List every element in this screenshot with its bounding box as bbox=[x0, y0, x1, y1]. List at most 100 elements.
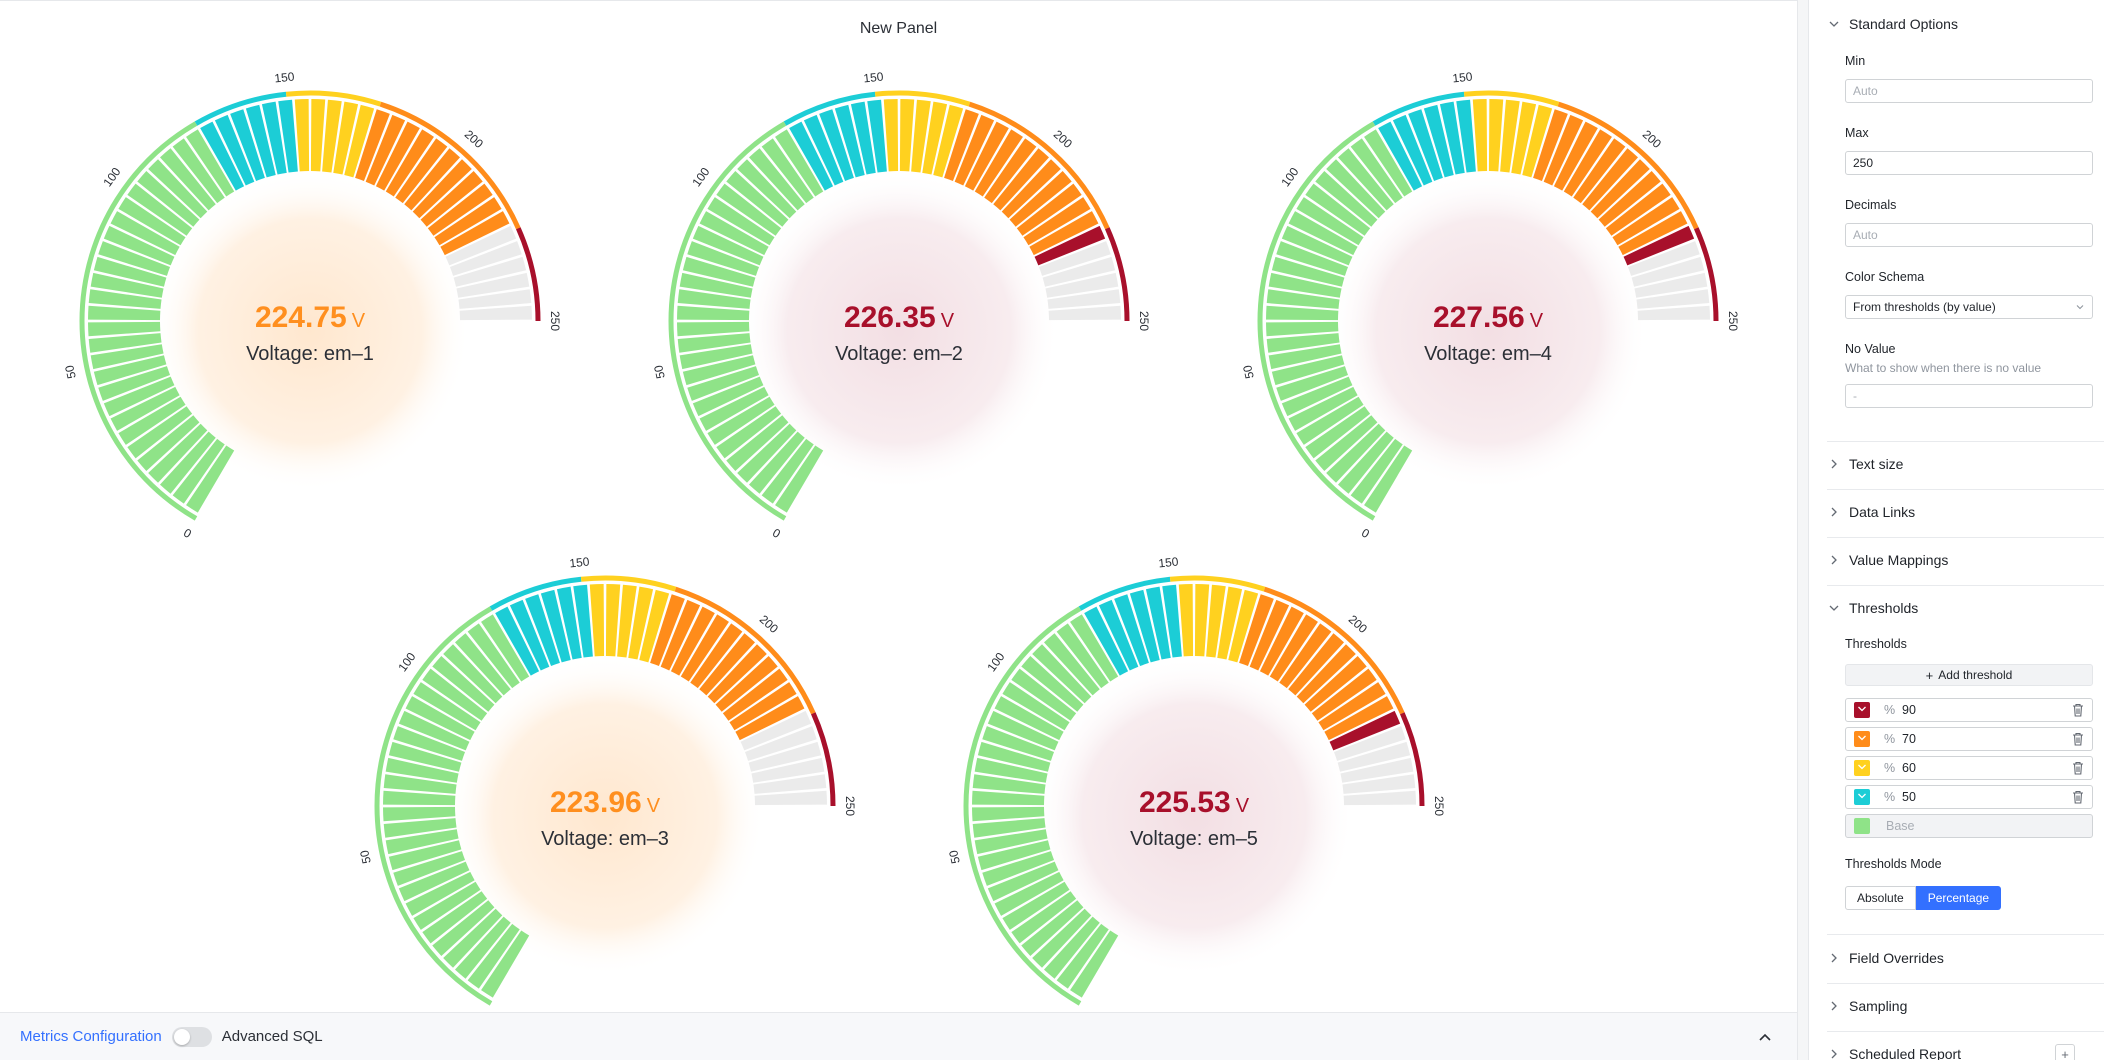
gauge-bar bbox=[525, 594, 560, 667]
gauge-tick-label: 50 bbox=[62, 364, 79, 380]
gauge-bar bbox=[911, 99, 931, 173]
gauge-label: Voltage: em–3 bbox=[541, 828, 669, 850]
chevron-down-icon bbox=[1858, 735, 1866, 741]
gauge-threshold-band bbox=[285, 90, 382, 107]
gauge-bar bbox=[1162, 584, 1182, 658]
section-sampling[interactable]: Sampling bbox=[1827, 998, 1907, 1014]
mode-absolute-button[interactable]: Absolute bbox=[1845, 886, 1916, 910]
trash-icon[interactable] bbox=[2070, 760, 2086, 776]
gauge-bar bbox=[1269, 614, 1318, 682]
gauge-bar bbox=[422, 891, 488, 944]
chevron-down-icon bbox=[1858, 706, 1866, 712]
gauge-glow bbox=[1328, 171, 1648, 491]
gauge-bar bbox=[443, 644, 503, 704]
gauge-bar bbox=[1016, 183, 1082, 236]
gauge-tick-label: 50 bbox=[1240, 364, 1257, 380]
gauge-bar bbox=[1456, 99, 1476, 173]
gauge-bar bbox=[754, 790, 827, 806]
threshold-color-swatch[interactable] bbox=[1854, 731, 1870, 747]
bottom-bar: Metrics Configuration Advanced SQL bbox=[0, 1012, 1797, 1060]
gauge-bar bbox=[1056, 923, 1109, 989]
threshold-color-swatch[interactable] bbox=[1854, 702, 1870, 718]
add-scheduled-report-button[interactable]: + bbox=[2055, 1044, 2075, 1060]
section-thresholds[interactable]: Thresholds bbox=[1827, 600, 1918, 616]
trash-icon[interactable] bbox=[2070, 789, 2086, 805]
gauge-bar bbox=[692, 376, 764, 417]
gauge-bar bbox=[1032, 908, 1092, 968]
gauge-bar bbox=[1333, 726, 1406, 761]
gauge-bar bbox=[1217, 586, 1243, 660]
threshold-value-input[interactable]: 60 bbox=[1902, 761, 1916, 775]
gauge-bar bbox=[1364, 445, 1413, 513]
gauge-threshold-band bbox=[968, 101, 1110, 230]
min-input[interactable] bbox=[1845, 79, 2093, 103]
gauge-bar bbox=[677, 333, 751, 353]
advanced-sql-toggle[interactable] bbox=[171, 1026, 212, 1047]
gauge-bar bbox=[974, 129, 1023, 197]
gauge-bar bbox=[1279, 623, 1332, 689]
gauge-bar bbox=[677, 321, 750, 337]
gauge-bar bbox=[987, 861, 1059, 902]
gauge-bar bbox=[722, 668, 788, 721]
gauge-bar bbox=[692, 225, 764, 266]
gauge-threshold-band bbox=[79, 121, 198, 521]
gauge-bar bbox=[1002, 682, 1070, 731]
gauge-bar bbox=[573, 584, 593, 658]
gauge-bar bbox=[1281, 376, 1353, 417]
panel-resize-divider[interactable] bbox=[1797, 0, 1809, 1060]
gauge-bar bbox=[775, 129, 824, 197]
section-field-overrides[interactable]: Field Overrides bbox=[1827, 950, 1944, 966]
section-scheduled-report[interactable]: Scheduled Report bbox=[1827, 1046, 1961, 1060]
gauge-tick-label: 100 bbox=[984, 650, 1007, 675]
section-value-mappings[interactable]: Value Mappings bbox=[1827, 552, 1948, 568]
max-input[interactable] bbox=[1845, 151, 2093, 175]
threshold-value-input[interactable]: 70 bbox=[1902, 732, 1916, 746]
gauge-tick-label: 200 bbox=[1640, 127, 1664, 151]
gauge-tick-label: 150 bbox=[569, 554, 591, 570]
gauge-bar bbox=[103, 376, 175, 417]
gauge-grid: 0 50 100 150 200 250 224.75 V Voltage: em–1 0 50 10… bbox=[0, 1, 1797, 1013]
trash-icon[interactable] bbox=[2070, 702, 2086, 718]
thresholds-mode-toggle: Absolute Percentage bbox=[1845, 886, 2002, 910]
gauge-bar bbox=[404, 148, 461, 211]
gauge-bar bbox=[413, 881, 481, 930]
gauge-bar bbox=[98, 241, 171, 276]
threshold-color-swatch[interactable] bbox=[1854, 789, 1870, 805]
gauge-bar bbox=[413, 682, 481, 731]
gauge-glow bbox=[150, 171, 470, 491]
gauge-bar bbox=[1590, 159, 1650, 219]
chevron-up-icon[interactable] bbox=[1755, 1027, 1775, 1047]
section-data-links[interactable]: Data Links bbox=[1827, 504, 1915, 520]
gauge-bar bbox=[1011, 668, 1077, 721]
decimals-input[interactable] bbox=[1845, 223, 2093, 247]
gauge-label: Voltage: em–4 bbox=[1424, 343, 1552, 365]
mode-percentage-button[interactable]: Percentage bbox=[1915, 886, 2002, 910]
gauge-bar bbox=[867, 99, 887, 173]
section-text-size[interactable]: Text size bbox=[1827, 456, 1903, 472]
add-threshold-button[interactable]: + Add threshold bbox=[1845, 664, 2093, 686]
gauge-bar bbox=[1500, 99, 1520, 173]
gauge-bar bbox=[1259, 606, 1304, 676]
gauge-bar bbox=[383, 818, 457, 838]
section-divider bbox=[1827, 934, 2104, 935]
advanced-sql-label: Advanced SQL bbox=[221, 1028, 323, 1045]
gauge-bar bbox=[677, 289, 751, 309]
gauge-bar bbox=[1296, 644, 1356, 704]
threshold-color-swatch[interactable] bbox=[1854, 760, 1870, 776]
trash-icon[interactable] bbox=[2070, 731, 2086, 747]
section-standard-options[interactable]: Standard Options bbox=[1827, 16, 1958, 32]
gauge-bar bbox=[954, 114, 995, 186]
section-title: Field Overrides bbox=[1849, 950, 1944, 966]
color-schema-label: Color Schema bbox=[1845, 270, 1925, 284]
threshold-color-swatch[interactable] bbox=[1854, 818, 1870, 834]
threshold-value-input[interactable]: 50 bbox=[1902, 790, 1916, 804]
gauge-threshold-band bbox=[1694, 227, 1719, 322]
color-schema-select[interactable]: From thresholds (by value) bbox=[1845, 295, 2093, 319]
gauge-threshold-band bbox=[1463, 90, 1560, 107]
gauge-threshold-band bbox=[580, 575, 677, 592]
metrics-configuration-link[interactable]: Metrics Configuration bbox=[20, 1028, 162, 1045]
gauge-bar bbox=[214, 114, 255, 186]
no-value-input[interactable] bbox=[1845, 384, 2093, 408]
threshold-value-input[interactable]: 90 bbox=[1902, 703, 1916, 717]
gauge-bar bbox=[388, 741, 462, 772]
